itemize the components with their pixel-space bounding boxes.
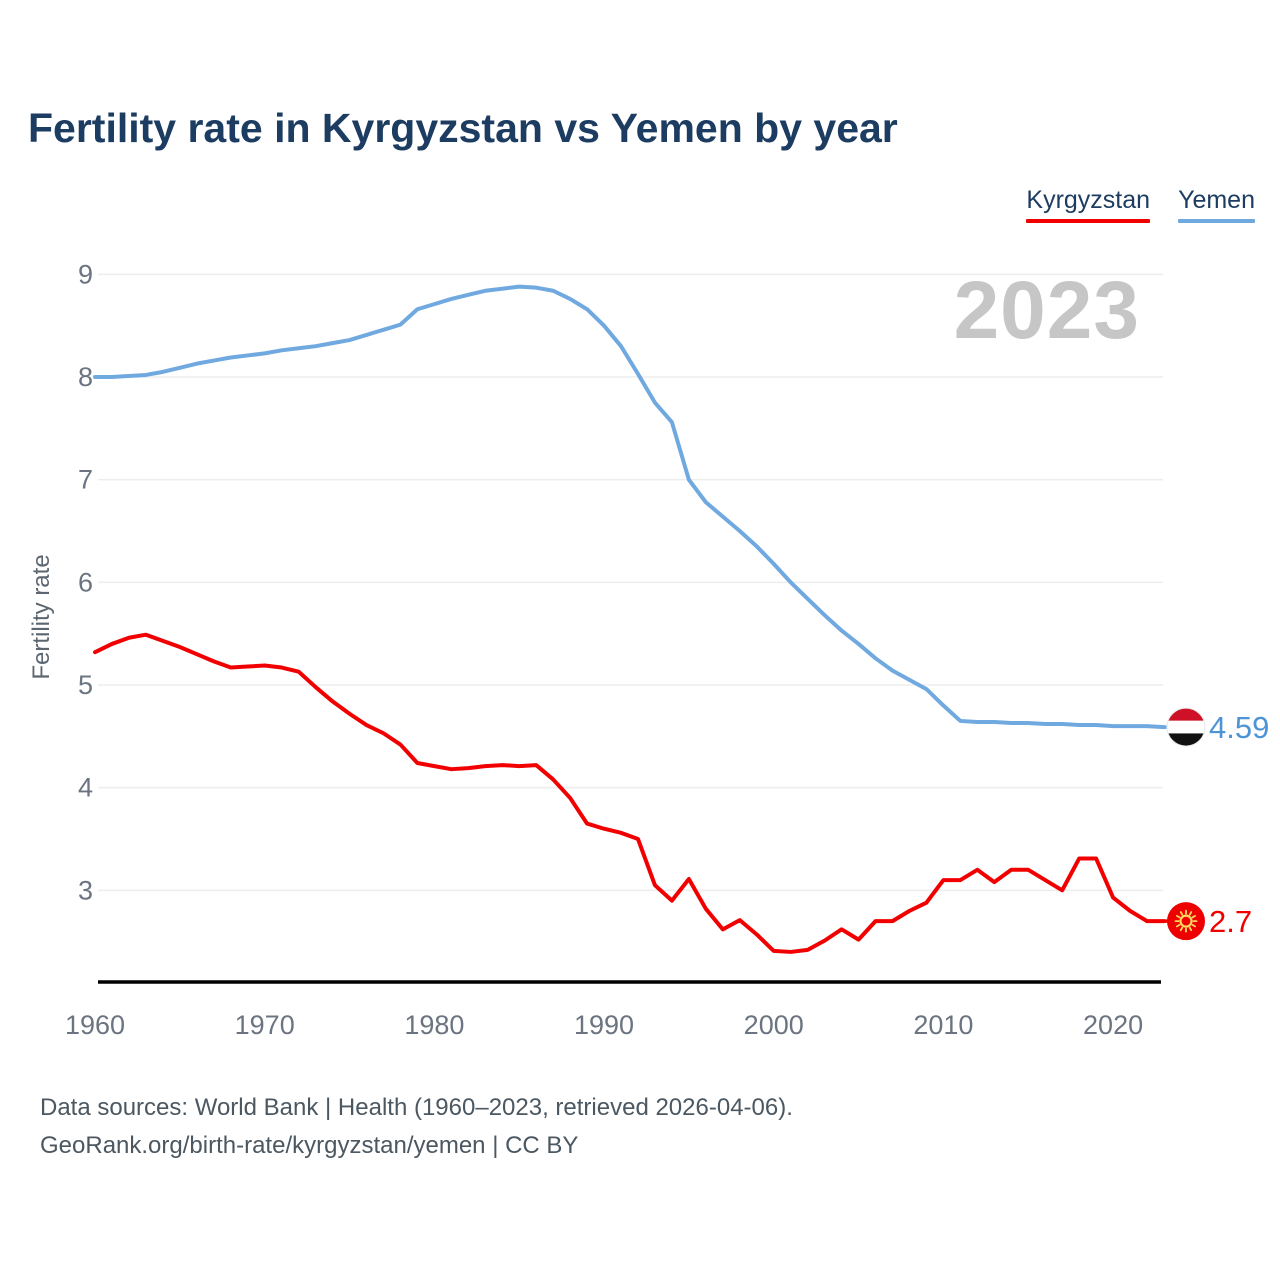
y-tick-4: 4: [78, 773, 93, 803]
x-tick-2010: 2010: [913, 1010, 973, 1040]
y-tick-3: 3: [78, 875, 93, 905]
x-tick-2000: 2000: [744, 1010, 804, 1040]
yemen-end-value: 4.59: [1209, 710, 1270, 745]
y-tick-6: 6: [78, 567, 93, 597]
fertility-line-chart: 3 4 5 6 7 8 9 1960 1970 1980 1990 2000 2010 2020: [65, 259, 1206, 1040]
legend-item-yemen[interactable]: Yemen: [1178, 186, 1255, 223]
x-tick-1980: 1980: [404, 1010, 464, 1040]
kyrgyzstan-end-value: 2.7: [1209, 904, 1253, 939]
x-tick-1960: 1960: [65, 1010, 125, 1040]
y-tick-8: 8: [78, 362, 93, 392]
y-tick-5: 5: [78, 670, 93, 700]
legend: Kyrgyzstan Yemen: [1026, 186, 1255, 223]
footer-attribution: GeoRank.org/birth-rate/kyrgyzstan/yemen …: [40, 1132, 579, 1159]
legend-label-kyrgyzstan: Kyrgyzstan: [1026, 186, 1151, 214]
x-tick-1990: 1990: [574, 1010, 634, 1040]
series-line-yemen: [93, 284, 1166, 730]
legend-label-yemen: Yemen: [1178, 186, 1255, 214]
kyrgyzstan-flag-icon: [1167, 902, 1205, 941]
legend-swatch-yemen: [1178, 219, 1255, 223]
page-title: Fertility rate in Kyrgyzstan vs Yemen by…: [28, 105, 898, 151]
legend-item-kyrgyzstan[interactable]: Kyrgyzstan: [1026, 186, 1151, 223]
y-tick-7: 7: [78, 465, 93, 495]
x-tick-1970: 1970: [235, 1010, 295, 1040]
yemen-flag-icon: [1166, 707, 1206, 747]
watermark-year: 2023: [953, 265, 1140, 356]
x-tick-2020: 2020: [1083, 1010, 1143, 1040]
y-tick-9: 9: [78, 259, 93, 289]
series-line-kyrgyzstan: [93, 632, 1166, 954]
legend-swatch-kyrgyzstan: [1026, 219, 1151, 223]
footer: Data sources: World Bank | Health (1960–…: [40, 1089, 793, 1165]
footer-sources: Data sources: World Bank | Health (1960–…: [40, 1094, 793, 1121]
